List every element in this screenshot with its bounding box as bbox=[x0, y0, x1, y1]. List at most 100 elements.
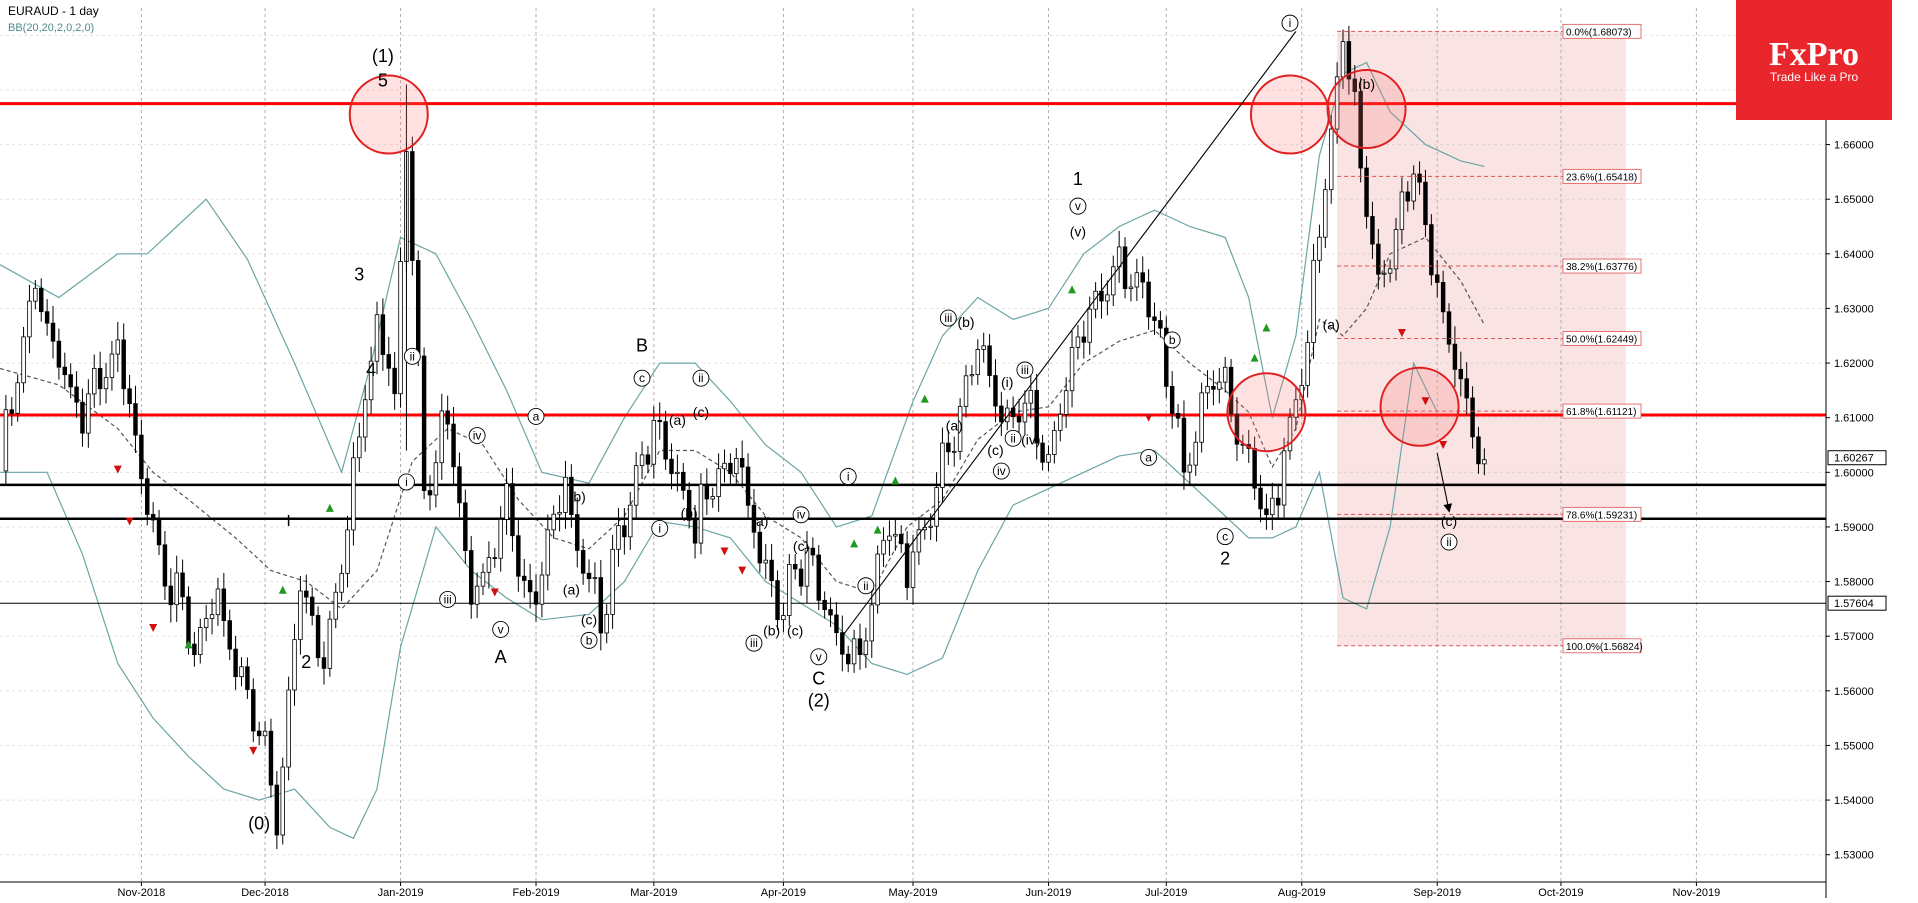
candle-body bbox=[1317, 236, 1322, 261]
wave-label-text: v bbox=[816, 650, 822, 664]
candle-body bbox=[639, 454, 645, 467]
candle bbox=[1281, 437, 1287, 519]
candle-body bbox=[1158, 320, 1163, 329]
candle bbox=[1458, 351, 1464, 397]
candle-body bbox=[1252, 448, 1257, 489]
wave-label: iii bbox=[439, 590, 457, 608]
candle bbox=[21, 326, 26, 393]
candle-body bbox=[474, 585, 480, 605]
wave-label: a bbox=[1140, 448, 1158, 466]
candle-body bbox=[463, 502, 468, 551]
candle-body bbox=[875, 553, 880, 606]
candle-body bbox=[604, 614, 609, 634]
current-price-box-label: 1.60267 bbox=[1834, 453, 1874, 465]
candle-body bbox=[1340, 41, 1346, 78]
candle bbox=[1317, 224, 1322, 273]
candle-body bbox=[563, 476, 568, 513]
candle bbox=[745, 453, 751, 520]
candle-body bbox=[1193, 441, 1198, 466]
candle-body bbox=[569, 476, 574, 515]
signal-arrow-up bbox=[850, 539, 859, 548]
candle-body bbox=[1116, 246, 1122, 268]
candle bbox=[368, 346, 374, 415]
fib-level-label: 50.0%(1.62449) bbox=[1566, 335, 1637, 346]
wave-label-text: i bbox=[658, 521, 661, 535]
candle bbox=[898, 525, 904, 553]
wave-label: a bbox=[527, 407, 545, 425]
candle bbox=[1069, 330, 1075, 408]
candle bbox=[887, 520, 892, 556]
candle-body bbox=[86, 393, 91, 434]
candle-body bbox=[198, 627, 203, 656]
candle bbox=[498, 506, 503, 572]
wave-label: iv bbox=[992, 462, 1010, 480]
candle-body bbox=[1175, 412, 1181, 419]
wave-label: I bbox=[286, 513, 290, 530]
candle-body bbox=[916, 529, 922, 553]
candle-body bbox=[304, 590, 309, 598]
candle-body bbox=[280, 766, 285, 836]
candle bbox=[339, 564, 344, 602]
candle bbox=[586, 559, 592, 593]
logo-tagline: Trade Like a Pro bbox=[1769, 70, 1859, 84]
signal-arrow-up bbox=[325, 503, 334, 512]
wave-label: (a) bbox=[751, 513, 768, 529]
wave-label-ring bbox=[939, 309, 957, 327]
candle bbox=[1417, 161, 1422, 195]
candle bbox=[1387, 259, 1393, 283]
wave-label: (a) bbox=[1323, 317, 1340, 333]
price-tick-label: 1.53000 bbox=[1834, 850, 1874, 862]
candle bbox=[150, 502, 156, 533]
wave-label-text: iv bbox=[997, 464, 1006, 478]
candle bbox=[734, 447, 739, 484]
price-tick-label: 1.58000 bbox=[1834, 577, 1874, 589]
candle bbox=[457, 452, 462, 518]
time-tick-label: Apr-2019 bbox=[761, 887, 806, 898]
candle bbox=[451, 406, 456, 484]
candle-body bbox=[251, 689, 256, 732]
candle-body bbox=[675, 471, 680, 475]
candle-body bbox=[1111, 266, 1116, 296]
candle-body bbox=[769, 559, 774, 581]
candle bbox=[1128, 274, 1134, 302]
wave-label: (a) bbox=[669, 412, 686, 428]
candle-body bbox=[910, 551, 916, 588]
candle-body bbox=[757, 531, 763, 564]
candle-body bbox=[227, 620, 232, 650]
candle-body bbox=[1134, 272, 1140, 288]
candle bbox=[1393, 217, 1399, 281]
candle-body bbox=[127, 388, 132, 405]
wave-label-ring bbox=[397, 473, 415, 491]
candle-body bbox=[522, 575, 527, 581]
wave-label: iii bbox=[745, 634, 763, 652]
candle bbox=[103, 362, 109, 404]
candle-body bbox=[828, 609, 833, 616]
candle bbox=[345, 515, 350, 588]
candle bbox=[1058, 403, 1063, 442]
candle-body bbox=[686, 489, 692, 521]
candle bbox=[533, 574, 539, 622]
candle-body bbox=[981, 345, 986, 350]
candle bbox=[1164, 316, 1169, 399]
candle bbox=[1046, 445, 1051, 472]
candle bbox=[392, 352, 397, 410]
price-tick-label: 1.61000 bbox=[1834, 413, 1874, 425]
candle-body bbox=[651, 420, 657, 465]
candle-body bbox=[1187, 464, 1193, 473]
candle bbox=[1181, 400, 1187, 490]
candle bbox=[380, 298, 386, 371]
candle-body bbox=[345, 529, 350, 574]
candle bbox=[522, 558, 527, 598]
candle bbox=[9, 397, 15, 426]
candle bbox=[698, 473, 704, 555]
signal-arrow-down bbox=[1144, 413, 1153, 422]
wave-label: v bbox=[1069, 197, 1087, 215]
candle-body bbox=[97, 367, 103, 390]
wave-label-text: (c) bbox=[581, 612, 597, 628]
wave-label: iii bbox=[1016, 361, 1034, 379]
candle-body bbox=[598, 577, 604, 634]
candle bbox=[309, 587, 315, 626]
wave-label-text: (b) bbox=[957, 314, 974, 330]
fib-level-label: 0.0%(1.68073) bbox=[1566, 27, 1632, 38]
